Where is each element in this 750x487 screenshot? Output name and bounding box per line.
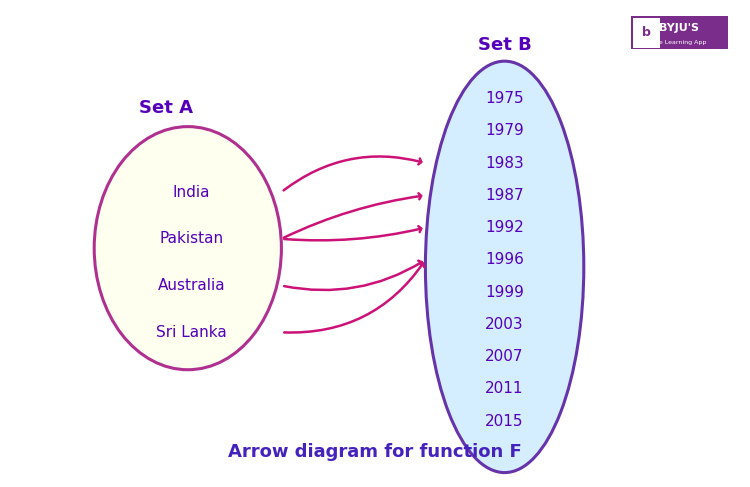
Bar (633, 18, 660, 48)
Text: Australia: Australia (158, 278, 225, 293)
Text: 2011: 2011 (485, 381, 524, 396)
Text: 1979: 1979 (485, 123, 524, 138)
Text: 2003: 2003 (485, 317, 524, 332)
Text: Set A: Set A (140, 99, 194, 117)
Text: Arrow diagram for function F: Arrow diagram for function F (228, 443, 522, 461)
Text: 1975: 1975 (485, 91, 524, 106)
Text: Set B: Set B (478, 36, 532, 54)
Text: 1983: 1983 (485, 155, 524, 170)
Text: Pakistan: Pakistan (159, 231, 224, 246)
Text: 1992: 1992 (485, 220, 524, 235)
Text: 1987: 1987 (485, 188, 524, 203)
Text: 1999: 1999 (485, 284, 524, 300)
Bar (631, 16, 728, 50)
Text: 2015: 2015 (485, 413, 524, 429)
Text: Sri Lanka: Sri Lanka (156, 325, 226, 340)
Text: India: India (172, 185, 210, 200)
Text: 2007: 2007 (485, 349, 524, 364)
Ellipse shape (425, 61, 584, 472)
Ellipse shape (94, 127, 281, 370)
Text: b: b (642, 26, 651, 39)
Text: 1996: 1996 (485, 252, 524, 267)
Text: BYJU'S: BYJU'S (658, 22, 699, 33)
Text: The Learning App: The Learning App (651, 40, 706, 45)
